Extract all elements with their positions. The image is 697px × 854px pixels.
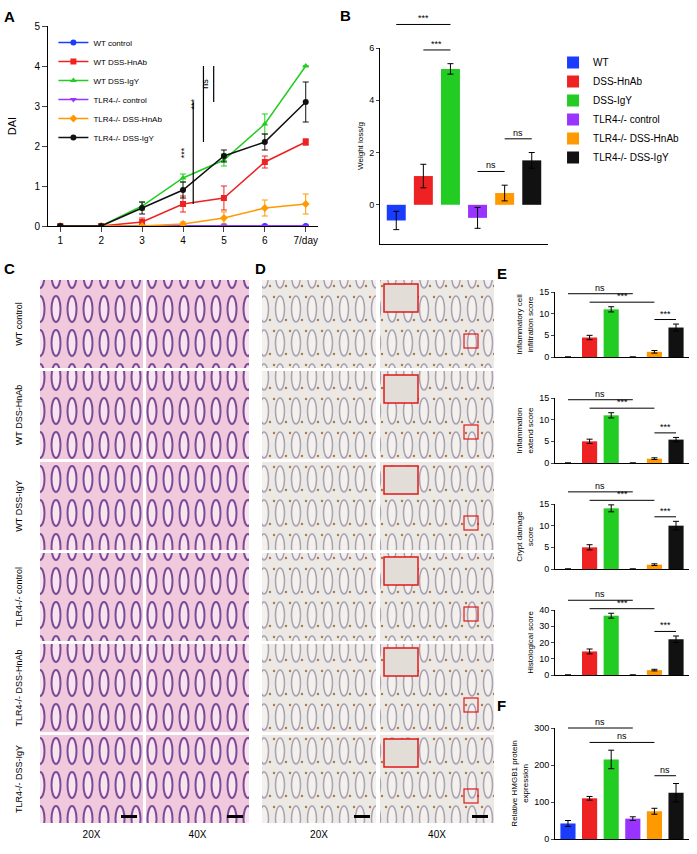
svg-text:5: 5 — [221, 235, 227, 246]
svg-text:10: 10 — [539, 415, 549, 425]
svg-text:***: *** — [617, 291, 628, 301]
svg-text:***: *** — [617, 489, 628, 499]
svg-text:WT DSS-IgY: WT DSS-IgY — [14, 480, 24, 531]
svg-text:0: 0 — [544, 458, 549, 468]
svg-text:Inflammatory cellinfiltration: Inflammatory cellinfiltration score — [515, 294, 534, 355]
svg-text:30: 30 — [539, 621, 549, 631]
svg-text:ns: ns — [595, 481, 605, 491]
svg-text:D: D — [255, 260, 266, 277]
svg-text:***: *** — [189, 98, 199, 109]
svg-text:20: 20 — [539, 638, 549, 648]
svg-text:TLR4-/- control: TLR4-/- control — [593, 114, 660, 125]
svg-text:10: 10 — [539, 521, 549, 531]
svg-text:WT: WT — [593, 57, 609, 68]
svg-text:E: E — [497, 265, 507, 282]
svg-text:ns: ns — [486, 160, 496, 170]
svg-text:TLR4-/- DSS-IgY: TLR4-/- DSS-IgY — [93, 134, 154, 143]
svg-text:4: 4 — [369, 95, 374, 105]
svg-text:WT DSS-IgY: WT DSS-IgY — [93, 77, 139, 86]
svg-text:***: *** — [617, 598, 628, 608]
svg-text:5: 5 — [544, 436, 549, 446]
svg-text:WT control: WT control — [93, 39, 132, 48]
svg-text:ns: ns — [595, 389, 605, 399]
svg-text:3: 3 — [34, 101, 40, 112]
svg-text:20X: 20X — [83, 829, 101, 840]
svg-text:ns: ns — [200, 79, 210, 89]
svg-text:WT DSS-HnAb: WT DSS-HnAb — [93, 58, 147, 67]
svg-text:0: 0 — [544, 352, 549, 362]
svg-text:0: 0 — [544, 834, 549, 844]
svg-text:Weight loss/g: Weight loss/g — [356, 122, 365, 170]
svg-text:300: 300 — [534, 723, 549, 733]
svg-text:ns: ns — [595, 283, 605, 293]
svg-text:C: C — [4, 260, 15, 277]
svg-text:ns: ns — [595, 717, 605, 727]
svg-text:15: 15 — [539, 393, 549, 403]
svg-text:2: 2 — [34, 141, 40, 152]
svg-text:Relative HMGB1 proteinexpressi: Relative HMGB1 proteinexpression — [510, 740, 529, 826]
svg-text:***: *** — [660, 309, 671, 319]
svg-text:WT DSS-HnAb: WT DSS-HnAb — [14, 385, 24, 445]
svg-text:0: 0 — [34, 221, 40, 232]
svg-text:0: 0 — [544, 670, 549, 680]
svg-text:2: 2 — [369, 148, 374, 158]
svg-text:TLR4-/- control: TLR4-/- control — [93, 96, 147, 105]
svg-text:100: 100 — [534, 797, 549, 807]
svg-text:***: *** — [179, 147, 189, 158]
svg-text:***: *** — [660, 422, 671, 432]
svg-text:2: 2 — [98, 235, 104, 246]
svg-text:ns: ns — [513, 128, 523, 138]
svg-text:40X: 40X — [428, 829, 446, 840]
svg-text:6: 6 — [262, 235, 268, 246]
svg-text:DSS-HnAb: DSS-HnAb — [593, 76, 642, 87]
svg-text:ns: ns — [617, 731, 627, 741]
svg-text:A: A — [4, 8, 15, 25]
svg-text:DSS-IgY: DSS-IgY — [593, 95, 632, 106]
svg-text:ns: ns — [660, 765, 670, 775]
svg-text:***: *** — [431, 39, 442, 49]
svg-text:***: *** — [418, 13, 429, 23]
svg-text:1: 1 — [34, 181, 40, 192]
svg-text:200: 200 — [534, 760, 549, 770]
svg-text:7/day: 7/day — [293, 235, 317, 246]
svg-text:0: 0 — [544, 564, 549, 574]
svg-text:Histological score: Histological score — [526, 611, 535, 674]
svg-text:TLR4-/- DSS-IgY: TLR4-/- DSS-IgY — [14, 745, 24, 813]
svg-text:4: 4 — [34, 61, 40, 72]
svg-text:WT control: WT control — [14, 302, 24, 345]
svg-text:TLR4-/- DSS-IgY: TLR4-/- DSS-IgY — [593, 152, 669, 163]
svg-text:15: 15 — [539, 287, 549, 297]
svg-text:1: 1 — [57, 235, 63, 246]
svg-text:5: 5 — [34, 21, 40, 32]
svg-text:20X: 20X — [310, 829, 328, 840]
svg-text:10: 10 — [539, 654, 549, 664]
svg-text:10: 10 — [539, 309, 549, 319]
svg-text:TLR4-/- DSS-HnAb: TLR4-/- DSS-HnAb — [593, 133, 679, 144]
svg-text:***: *** — [617, 397, 628, 407]
svg-text:4: 4 — [180, 235, 186, 246]
svg-text:3: 3 — [139, 235, 145, 246]
svg-text:Inflammationextend score: Inflammationextend score — [515, 407, 534, 453]
svg-text:40X: 40X — [189, 829, 207, 840]
svg-text:TLR4-/- DSS-HnAb: TLR4-/- DSS-HnAb — [14, 649, 24, 726]
svg-text:15: 15 — [539, 499, 549, 509]
svg-text:B: B — [340, 7, 351, 24]
svg-text:5: 5 — [544, 542, 549, 552]
svg-text:DAI: DAI — [6, 117, 18, 135]
svg-text:F: F — [497, 697, 506, 714]
svg-text:Crypt damagescore: Crypt damagescore — [515, 511, 534, 562]
svg-text:TLR4-/- control: TLR4-/- control — [14, 567, 24, 627]
svg-text:40: 40 — [539, 605, 549, 615]
svg-text:0: 0 — [369, 200, 374, 210]
svg-text:ns: ns — [595, 589, 605, 599]
svg-text:***: *** — [660, 506, 671, 516]
svg-text:5: 5 — [544, 330, 549, 340]
svg-text:***: *** — [660, 620, 671, 630]
svg-text:TLR4-/- DSS-HnAb: TLR4-/- DSS-HnAb — [93, 115, 162, 124]
svg-text:6: 6 — [369, 43, 374, 53]
